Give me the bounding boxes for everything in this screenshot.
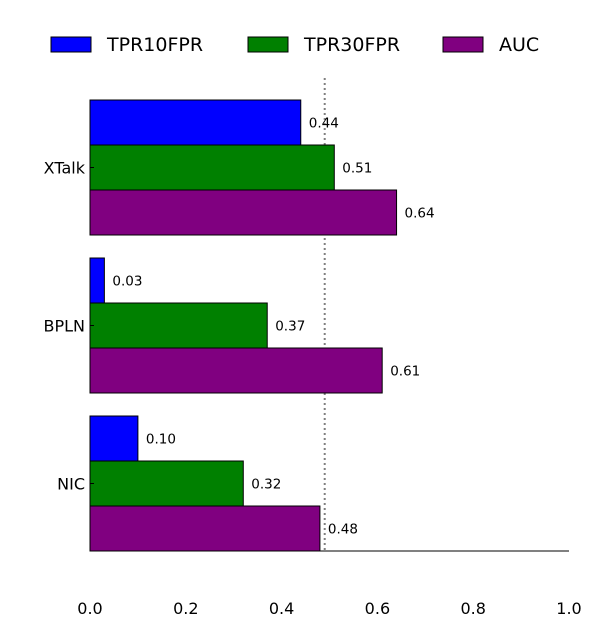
bar-bpln-tpr30fpr: [89, 302, 268, 349]
legend-item-tpr10fpr: TPR10FPR: [50, 34, 203, 56]
x-tick-label-5: 1.0: [556, 599, 581, 618]
bar-bpln-auc: [89, 347, 383, 394]
data-label-nic-tpr30fpr: 0.32: [251, 477, 281, 493]
legend-label-tpr10fpr: TPR10FPR: [106, 34, 203, 56]
legend-swatch-tpr10fpr: [50, 36, 92, 53]
data-label-xtalk-tpr10fpr: 0.44: [309, 116, 339, 132]
legend-swatch-auc: [442, 36, 484, 53]
legend-item-tpr30fpr: TPR30FPR: [247, 34, 400, 56]
y-tick-label-bpln: BPLN: [43, 317, 85, 336]
bar-xtalk-tpr30fpr: [89, 144, 335, 191]
x-axis: 0.0 0.2 0.4 0.6 0.8 1.0: [77, 550, 582, 618]
x-tick-label-4: 0.8: [460, 599, 485, 618]
legend: TPR10FPR TPR30FPR AUC: [50, 34, 539, 56]
data-label-nic-tpr10fpr: 0.10: [146, 432, 176, 448]
legend-swatch-tpr30fpr: [247, 36, 289, 53]
data-label-xtalk-auc: 0.64: [405, 206, 435, 222]
x-tick-label-2: 0.4: [269, 599, 294, 618]
bar-nic-tpr10fpr: [89, 415, 139, 462]
x-tick-label-0: 0.0: [77, 599, 102, 618]
data-label-bpln-auc: 0.61: [390, 364, 420, 380]
x-tick-label-1: 0.2: [173, 599, 198, 618]
legend-label-auc: AUC: [499, 34, 539, 56]
legend-label-tpr30fpr: TPR30FPR: [303, 34, 400, 56]
data-label-bpln-tpr10fpr: 0.03: [112, 274, 142, 290]
bar-bpln-tpr10fpr: [89, 257, 105, 304]
y-tick-label-nic: NIC: [57, 475, 85, 494]
x-tick-label-3: 0.6: [365, 599, 390, 618]
data-label-nic-auc: 0.48: [328, 522, 358, 538]
data-label-xtalk-tpr30fpr: 0.51: [342, 161, 372, 177]
y-tick-label-xtalk: XTalk: [44, 159, 86, 178]
bar-xtalk-tpr10fpr: [89, 99, 302, 146]
bar-nic-tpr30fpr: [89, 460, 244, 507]
y-axis: XTalk BPLN NIC: [43, 159, 94, 494]
bars: [89, 99, 398, 552]
bar-nic-auc: [89, 505, 321, 552]
bar-xtalk-auc: [89, 189, 398, 236]
legend-item-auc: AUC: [442, 34, 539, 56]
data-labels: 0.44 0.51 0.64 0.03 0.37 0.61 0.10 0.32 0.48: [112, 116, 434, 538]
data-label-bpln-tpr30fpr: 0.37: [275, 319, 305, 335]
